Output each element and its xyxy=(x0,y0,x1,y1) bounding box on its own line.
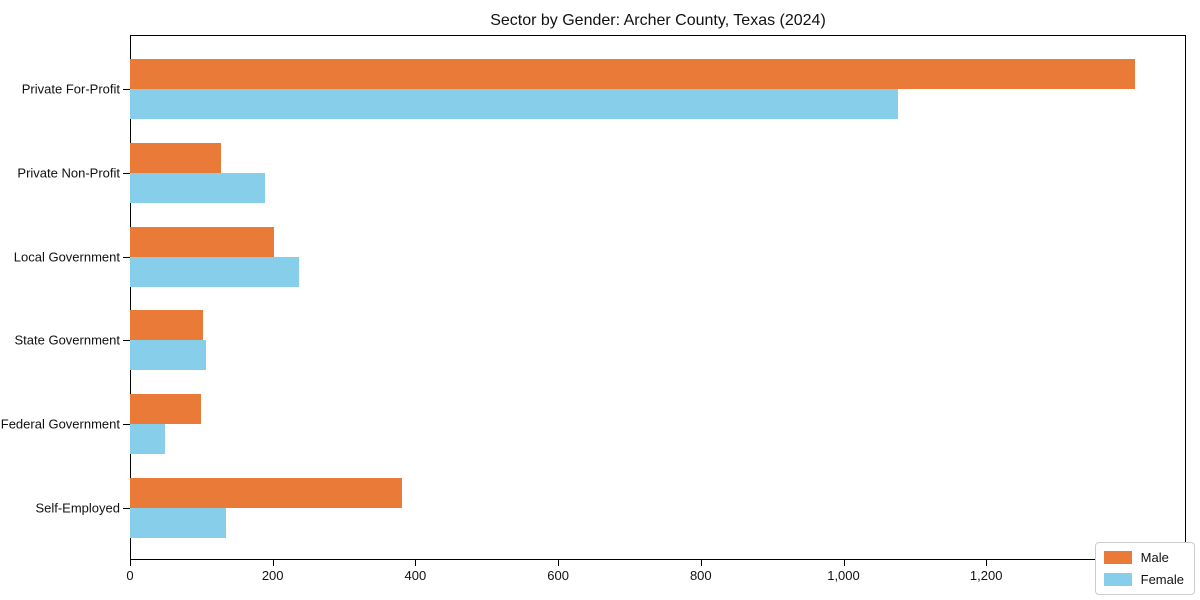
y-tick-mark xyxy=(123,172,130,174)
bar-male-private-non-profit xyxy=(130,142,222,173)
bar-male-self-employed xyxy=(130,478,402,508)
y-tick-mark xyxy=(123,424,130,426)
y-tick-mark xyxy=(123,340,130,342)
chart-title: Sector by Gender: Archer County, Texas (… xyxy=(490,12,826,29)
x-tick-mark xyxy=(986,560,988,566)
bar-female-federal-government xyxy=(130,424,165,455)
legend-label: Female xyxy=(1140,572,1184,587)
bar-male-federal-government xyxy=(130,394,202,425)
y-tick-label: Local Government xyxy=(13,249,120,265)
x-tick-label: 1,200 xyxy=(969,568,1003,583)
y-tick-label: Private Non-Profit xyxy=(17,165,120,181)
bar-female-private-non-profit xyxy=(130,172,265,203)
x-tick-mark xyxy=(415,560,417,566)
legend-label: Male xyxy=(1140,550,1169,565)
y-tick-mark xyxy=(123,256,130,258)
x-tick-label: 200 xyxy=(261,568,284,583)
x-tick-label: 1,000 xyxy=(827,568,860,583)
x-tick-mark xyxy=(843,560,845,566)
y-tick-label: Self-Employed xyxy=(35,500,120,516)
y-tick-mark xyxy=(123,89,130,90)
legend-item-male: Male xyxy=(1103,550,1184,565)
bar-male-private-for-profit xyxy=(130,59,1136,89)
legend-item-female: Female xyxy=(1103,572,1184,587)
plot-area xyxy=(130,35,1186,560)
y-tick-label: Private For-Profit xyxy=(21,81,120,97)
bar-male-local-government xyxy=(130,226,275,257)
bar-female-local-government xyxy=(130,256,300,287)
bar-female-self-employed xyxy=(130,508,227,538)
y-tick-mark xyxy=(123,508,130,509)
legend-swatch-male xyxy=(1103,551,1132,564)
x-tick-label: 400 xyxy=(404,568,427,583)
x-tick-mark xyxy=(272,560,274,566)
bar-female-state-government xyxy=(130,340,206,371)
bar-male-state-government xyxy=(130,310,204,341)
x-tick-mark xyxy=(130,560,131,566)
legend: Male Female xyxy=(1094,542,1195,595)
legend-swatch-female xyxy=(1103,573,1132,586)
x-tick-mark xyxy=(700,560,702,566)
x-tick-label: 800 xyxy=(689,568,712,583)
bar-female-private-for-profit xyxy=(130,89,899,119)
x-tick-label: 600 xyxy=(547,568,569,583)
y-tick-label: Federal Government xyxy=(0,416,120,432)
x-tick-label: 0 xyxy=(126,568,134,583)
x-tick-mark xyxy=(558,560,560,566)
y-tick-label: State Government xyxy=(14,332,121,348)
